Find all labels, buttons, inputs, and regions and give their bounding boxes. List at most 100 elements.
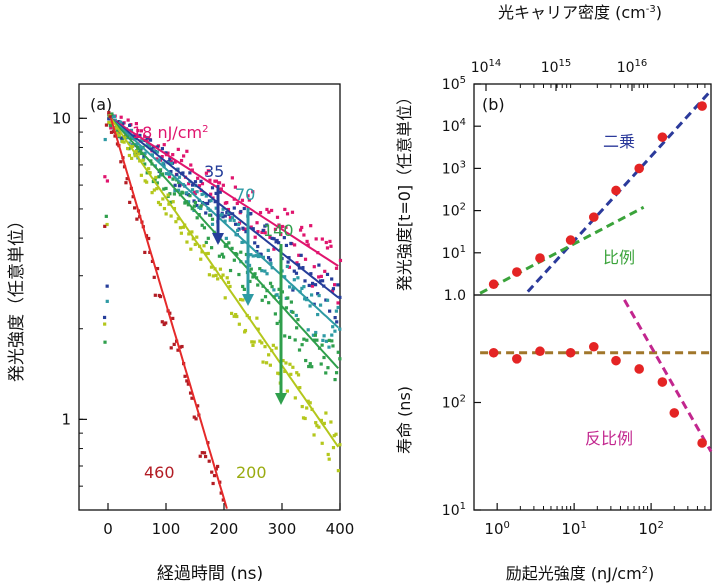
data-point-18 nJ/cm <box>235 201 239 206</box>
data-point-18 nJ/cm <box>162 143 166 147</box>
data-point-200 <box>338 443 342 447</box>
data-point-18 nJ/cm <box>196 176 200 180</box>
data-point-140 <box>270 285 274 289</box>
data-point-35 <box>275 238 279 243</box>
data-point-200 <box>271 343 275 347</box>
data-point-70 <box>334 309 339 313</box>
data-point-70 <box>324 339 329 343</box>
data-point-70 <box>202 191 206 196</box>
data-point-18 nJ/cm <box>310 284 314 288</box>
data-point-140 <box>228 268 233 273</box>
data-point-140 <box>333 377 337 382</box>
data-point-140 <box>177 180 181 184</box>
data-point-140 <box>260 298 264 302</box>
lower-y-tick-label-100: 102 <box>442 394 466 412</box>
data-point-18 nJ/cm <box>247 198 251 202</box>
data-point-200 <box>187 232 191 236</box>
data-point-18 nJ/cm <box>319 274 323 279</box>
data-point-18 nJ/cm <box>246 194 250 198</box>
data-point-200 <box>221 273 225 277</box>
data-point-18 nJ/cm <box>204 171 208 175</box>
panel-a: (a) 経過時間 (ns) 発光強度（任意単位） 0 100 200 300 400 1 1… <box>7 83 354 584</box>
data-point-70 <box>275 293 279 297</box>
data-point-140 <box>143 162 147 166</box>
data-point-200 <box>267 353 271 357</box>
data-point-200 <box>334 432 338 436</box>
data-point-18 nJ/cm <box>189 163 193 167</box>
data-point-140 <box>338 357 342 361</box>
data-point-35 <box>266 256 271 260</box>
data-point-70 <box>285 264 289 269</box>
data-point-460 <box>125 177 129 181</box>
data-point-18 nJ/cm <box>126 118 130 122</box>
panel-a-ylabel: 発光強度（任意単位） <box>7 212 27 382</box>
data-point-70 <box>244 260 248 264</box>
data-point-460 <box>107 111 111 115</box>
data-point-200 <box>238 297 243 302</box>
data-point-35 <box>286 260 290 264</box>
data-point-35 <box>284 243 289 248</box>
data-point-70 <box>190 188 195 192</box>
data-point-18 nJ/cm <box>328 239 332 244</box>
data-point-200 <box>209 265 214 269</box>
data-point-140 <box>192 204 196 208</box>
data-point-70 <box>150 153 155 157</box>
data-point-140 <box>168 192 172 196</box>
series-label-70: 70 <box>235 185 255 204</box>
data-point-70 <box>263 269 267 273</box>
fit-line-35 <box>110 117 339 299</box>
data-point-35 <box>190 183 195 187</box>
data-point-18 nJ/cm <box>333 283 337 287</box>
data-point-200 <box>268 363 272 367</box>
data-point-70 <box>247 263 252 268</box>
data-point-18 nJ/cm <box>193 191 197 196</box>
data-point-70 <box>308 304 312 308</box>
data-point-140 <box>242 287 246 291</box>
fit-label-square: 二乗 <box>603 132 635 151</box>
data-point-18 nJ/cm <box>244 227 248 231</box>
data-point-140 <box>157 175 161 179</box>
data-point-140 <box>145 171 149 175</box>
data-point-18 nJ/cm <box>267 210 271 214</box>
data-point-200 <box>274 346 278 350</box>
data-point-200 <box>295 371 299 375</box>
data-point-70 <box>200 192 204 197</box>
data-point-18 nJ/cm <box>249 225 253 229</box>
data-point-35 <box>117 119 121 124</box>
data-point-200 <box>107 120 111 125</box>
data-point-70 <box>187 200 191 204</box>
lower-point-2 <box>535 346 545 357</box>
data-point-200 <box>174 220 178 224</box>
data-point-35 <box>119 136 123 140</box>
data-point-140 <box>251 275 255 279</box>
data-point-35 <box>294 271 299 275</box>
data-point-35 <box>241 226 245 230</box>
data-point-140 <box>302 337 306 341</box>
data-point-35 <box>193 180 198 184</box>
data-point-18 nJ/cm <box>225 201 229 205</box>
lower-point-3 <box>565 347 576 358</box>
data-point-460 <box>221 498 225 502</box>
top-tick-label-16: 1016 <box>617 58 648 76</box>
data-point-35 <box>330 277 334 281</box>
data-point-140 <box>153 177 157 181</box>
data-point-200 <box>252 340 256 344</box>
data-point-70 <box>185 191 189 195</box>
data-point-460 <box>164 321 168 325</box>
data-point-70 <box>176 188 181 192</box>
data-point-18 nJ/cm <box>324 240 328 245</box>
data-point-35 <box>317 263 321 267</box>
data-point-70 <box>338 327 342 331</box>
data-point-35 <box>316 292 320 296</box>
data-point-70 <box>314 330 318 335</box>
data-point-35 <box>169 169 173 174</box>
data-point-70 <box>288 285 292 289</box>
data-point-140 <box>110 112 114 116</box>
data-point-200 <box>169 214 173 218</box>
data-point-35 <box>102 315 107 320</box>
data-point-18 nJ/cm <box>303 257 308 261</box>
data-point-200 <box>207 273 212 277</box>
lower-y-tick-label-10: 101 <box>442 501 466 519</box>
data-point-140 <box>330 339 334 343</box>
data-point-140 <box>200 223 204 227</box>
